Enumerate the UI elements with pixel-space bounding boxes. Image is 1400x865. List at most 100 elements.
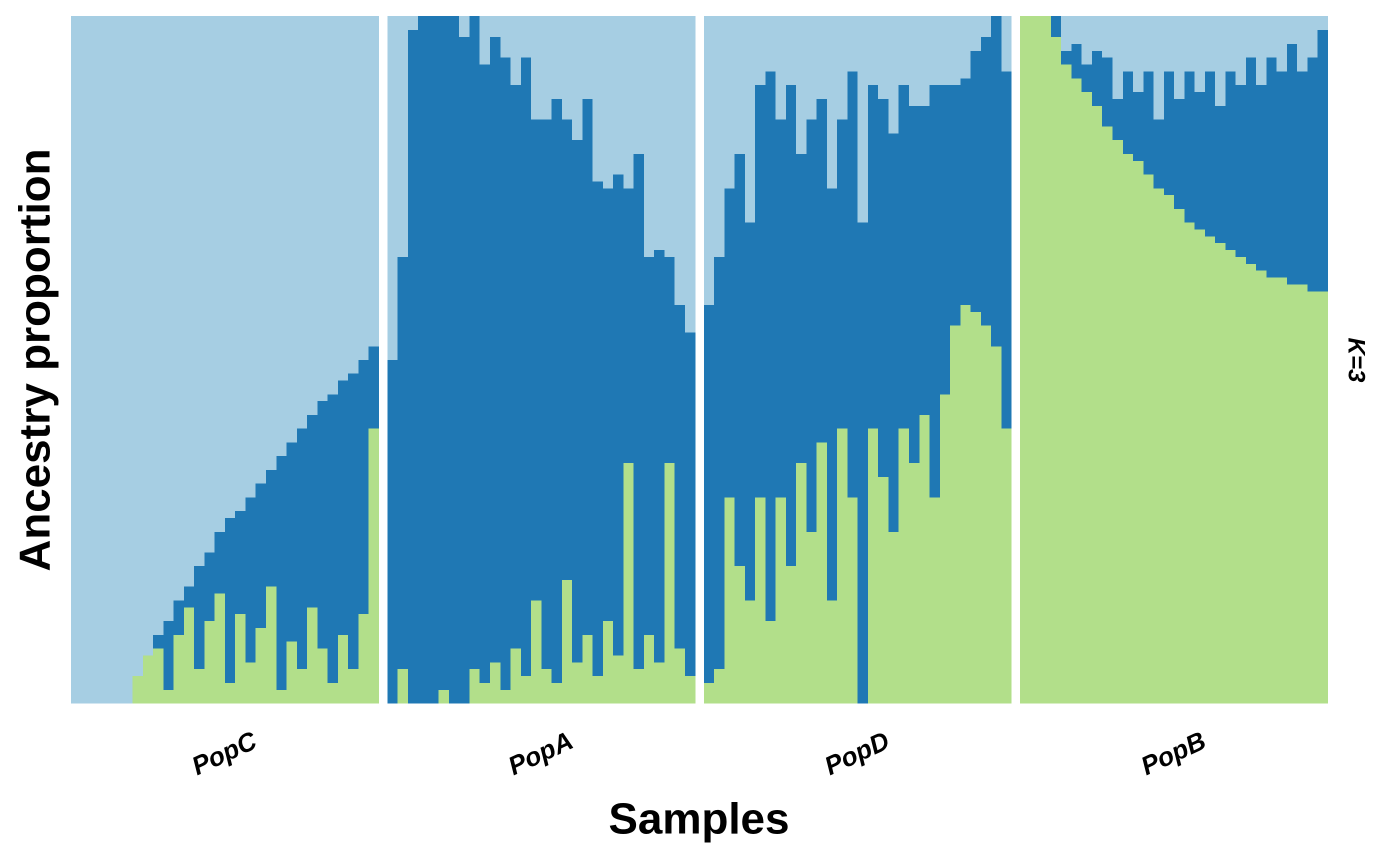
ancestry-segment: [368, 345, 379, 429]
ancestry-segment: [91, 16, 103, 704]
ancestry-segment: [939, 84, 951, 395]
ancestry-segment: [837, 119, 849, 429]
ancestry-segment: [214, 531, 226, 594]
ancestry-segment: [520, 57, 532, 677]
ancestry-segment: [1266, 57, 1278, 278]
ancestry-segment: [1276, 277, 1288, 704]
ancestry-segment: [286, 641, 298, 704]
ancestry-segment: [194, 16, 206, 567]
ancestry-segment: [1307, 290, 1319, 704]
ancestry-segment: [775, 16, 787, 120]
ancestry-segment: [500, 57, 512, 690]
ancestry-segment: [245, 16, 257, 498]
ancestry-segment: [1184, 16, 1196, 72]
ancestry-segment: [878, 16, 890, 99]
ancestry-segment: [674, 304, 686, 649]
ancestry-segment: [929, 16, 941, 86]
ancestry-segment: [734, 16, 746, 154]
ancestry-segment: [909, 105, 920, 464]
ancestry-segment: [1163, 194, 1175, 704]
ancestry-segment: [847, 16, 859, 72]
ancestry-segment: [1276, 16, 1288, 72]
ancestry-segment: [387, 359, 399, 704]
ancestry-segment: [674, 16, 686, 306]
ancestry-segment: [755, 496, 766, 704]
ancestry-segment: [286, 16, 298, 443]
ancestry-segment: [664, 256, 676, 464]
ancestry-segment: [714, 16, 725, 257]
ancestry-segment: [755, 16, 766, 86]
ancestry-segment: [1133, 160, 1144, 704]
ancestry-segment: [183, 16, 195, 587]
ancestry-segment: [909, 462, 920, 704]
ancestry-segment: [1286, 283, 1298, 704]
ancestry-segment: [734, 153, 746, 567]
ancestry-segment: [387, 16, 399, 360]
ancestry-segment: [276, 16, 288, 457]
ancestry-segment: [1081, 16, 1093, 65]
ancestry-segment: [1030, 16, 1042, 704]
ancestry-segment: [142, 654, 154, 704]
ancestry-segment: [255, 627, 267, 704]
ancestry-segment: [358, 16, 370, 360]
ancestry-segment: [939, 16, 951, 86]
ancestry-segment: [633, 153, 645, 670]
ancestry-segment: [296, 428, 308, 670]
ancestry-segment: [407, 16, 419, 31]
ancestry-segment: [970, 311, 982, 704]
ancestry-segment: [623, 462, 635, 704]
ancestry-segment: [623, 187, 635, 464]
ancestry-segment: [204, 620, 216, 704]
ancestry-segment: [572, 16, 583, 141]
ancestry-segment: [724, 16, 736, 189]
ancestry-segment: [664, 16, 676, 257]
ancestry-segment: [1225, 16, 1237, 72]
ancestry-segment: [919, 414, 931, 704]
ancestry-segment: [235, 510, 247, 615]
ancestry-segment: [1091, 50, 1103, 106]
ancestry-segment: [214, 593, 226, 704]
ancestry-segment: [1061, 64, 1073, 704]
ancestry-segment: [163, 689, 175, 704]
ancestry-segment: [469, 16, 481, 670]
ancestry-segment: [785, 16, 797, 86]
ancestry-segment: [510, 16, 522, 86]
ancestry-segment: [194, 668, 206, 704]
ancestry-segment: [654, 661, 666, 704]
ancestry-segment: [490, 16, 501, 38]
ancestry-segment: [358, 613, 370, 704]
ancestry-segment: [643, 634, 655, 704]
ancestry-segment: [1307, 57, 1319, 292]
ancestry-segment: [775, 496, 787, 704]
ancestry-segment: [765, 16, 777, 72]
ancestry-segment: [654, 249, 666, 663]
ancestry-segment: [582, 16, 594, 99]
ancestry-segment: [633, 16, 645, 154]
ancestry-segment: [1001, 16, 1012, 72]
ancestry-segment: [857, 16, 869, 223]
ancestry-segment: [929, 496, 941, 704]
ancestry-segment: [520, 675, 532, 704]
ancestry-segment: [909, 16, 920, 106]
ancestry-segment: [1050, 16, 1062, 38]
ancestry-segment: [101, 16, 113, 704]
ancestry-segment: [173, 599, 185, 635]
ancestry-segment: [674, 648, 686, 704]
ancestry-segment: [317, 648, 329, 704]
ancestry-segment: [664, 462, 676, 704]
ancestry-segment: [867, 84, 879, 429]
ancestry-segment: [1143, 70, 1155, 175]
ancestry-segment: [448, 16, 460, 704]
ancestry-segment: [153, 648, 164, 704]
ancestry-segment: [1112, 16, 1124, 99]
ancestry-segment: [602, 16, 614, 189]
ancestry-segment: [510, 648, 522, 704]
ancestry-segment: [194, 565, 206, 670]
ancestry-segment: [1297, 70, 1309, 285]
ancestry-segment: [510, 84, 522, 649]
ancestry-segment: [1102, 125, 1114, 704]
ancestry-segment: [1153, 16, 1165, 120]
ancestry-segment: [898, 84, 910, 429]
ancestry-segment: [438, 689, 450, 704]
